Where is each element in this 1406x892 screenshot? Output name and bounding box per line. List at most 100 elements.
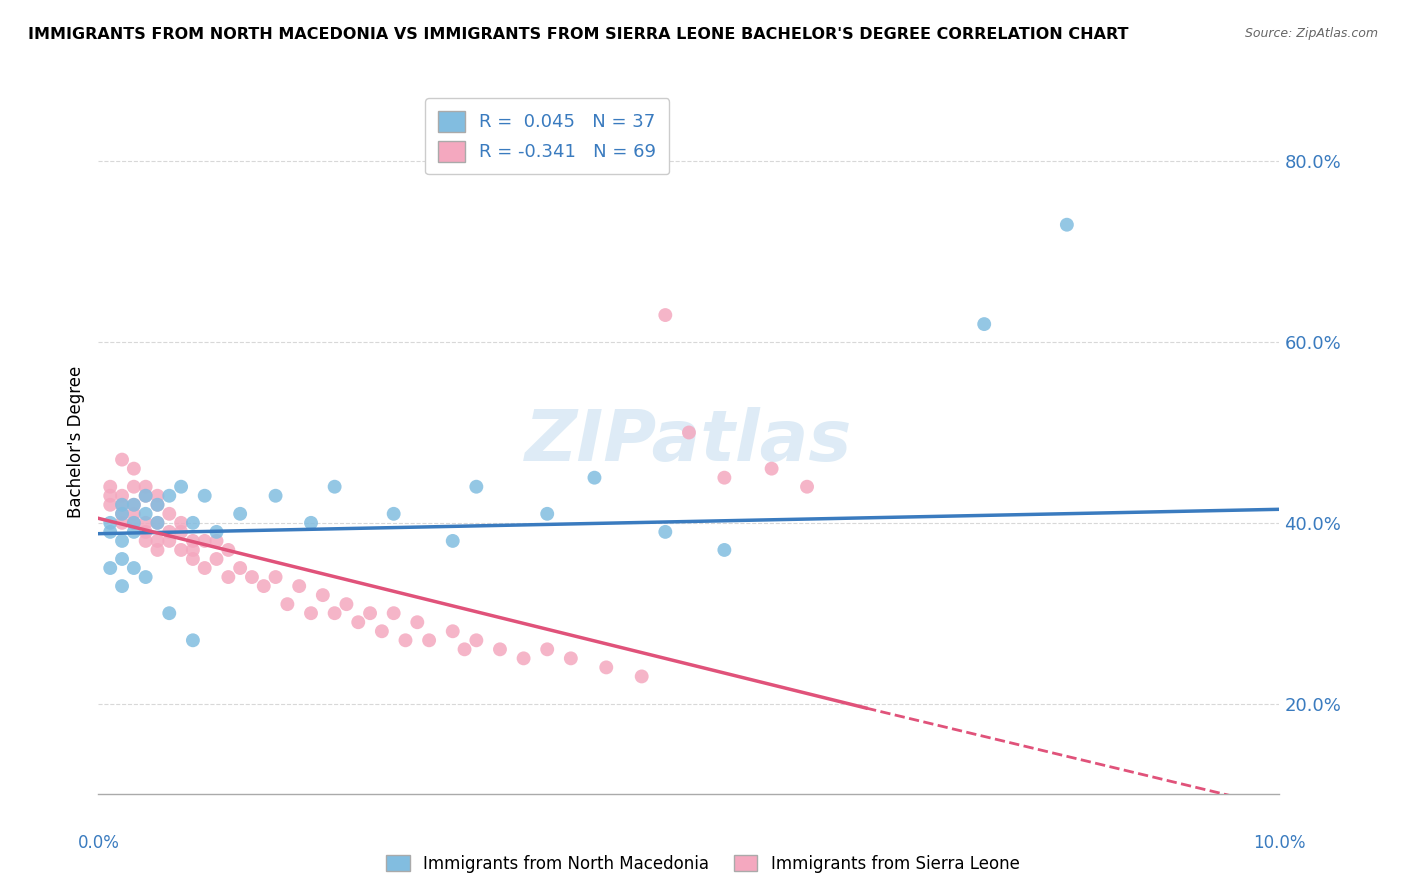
Text: 0.0%: 0.0%: [77, 834, 120, 852]
Point: [181, 552, 204, 566]
Legend: Immigrants from North Macedonia, Immigrants from Sierra Leone: Immigrants from North Macedonia, Immigra…: [380, 848, 1026, 880]
Point: [122, 480, 145, 494]
Point: [489, 642, 512, 657]
Point: [146, 498, 169, 512]
Point: [146, 543, 169, 558]
Point: [205, 533, 228, 548]
Point: [135, 533, 157, 548]
Point: [157, 507, 180, 521]
Point: [157, 524, 180, 539]
Point: [264, 570, 287, 584]
Point: [170, 480, 193, 494]
Point: [181, 543, 204, 558]
Point: [146, 516, 169, 530]
Point: [299, 606, 322, 620]
Point: [205, 524, 228, 539]
Point: [560, 651, 582, 665]
Point: [146, 489, 169, 503]
Point: [323, 480, 346, 494]
Point: [1056, 218, 1078, 232]
Point: [111, 552, 134, 566]
Point: [111, 516, 134, 530]
Text: IMMIGRANTS FROM NORTH MACEDONIA VS IMMIGRANTS FROM SIERRA LEONE BACHELOR'S DEGRE: IMMIGRANTS FROM NORTH MACEDONIA VS IMMIG…: [28, 27, 1129, 42]
Point: [98, 480, 121, 494]
Point: [205, 552, 228, 566]
Point: [465, 633, 488, 648]
Text: Source: ZipAtlas.com: Source: ZipAtlas.com: [1244, 27, 1378, 40]
Point: [111, 498, 134, 512]
Point: [678, 425, 700, 440]
Point: [146, 516, 169, 530]
Point: [122, 516, 145, 530]
Point: [98, 498, 121, 512]
Text: 10.0%: 10.0%: [1253, 834, 1306, 852]
Point: [371, 624, 394, 639]
Point: [122, 498, 145, 512]
Point: [98, 561, 121, 575]
Point: [170, 543, 193, 558]
Point: [98, 524, 121, 539]
Point: [170, 516, 193, 530]
Point: [122, 461, 145, 475]
Point: [194, 533, 217, 548]
Point: [583, 471, 606, 485]
Point: [335, 597, 357, 611]
Point: [122, 524, 145, 539]
Point: [135, 480, 157, 494]
Point: [240, 570, 263, 584]
Point: [111, 533, 134, 548]
Point: [713, 471, 735, 485]
Point: [406, 615, 429, 630]
Point: [135, 489, 157, 503]
Point: [229, 561, 252, 575]
Point: [713, 543, 735, 558]
Point: [135, 524, 157, 539]
Point: [122, 507, 145, 521]
Point: [229, 507, 252, 521]
Point: [288, 579, 311, 593]
Y-axis label: Bachelor's Degree: Bachelor's Degree: [66, 366, 84, 517]
Point: [347, 615, 370, 630]
Point: [394, 633, 416, 648]
Point: [536, 507, 558, 521]
Point: [111, 498, 134, 512]
Point: [973, 317, 995, 331]
Point: [465, 480, 488, 494]
Point: [253, 579, 276, 593]
Point: [217, 543, 239, 558]
Point: [595, 660, 617, 674]
Point: [630, 669, 652, 683]
Point: [796, 480, 818, 494]
Legend: R =  0.045   N = 37, R = -0.341   N = 69: R = 0.045 N = 37, R = -0.341 N = 69: [425, 98, 669, 174]
Point: [111, 507, 134, 521]
Point: [98, 489, 121, 503]
Point: [146, 533, 169, 548]
Point: [418, 633, 440, 648]
Point: [111, 452, 134, 467]
Point: [441, 624, 464, 639]
Point: [157, 489, 180, 503]
Point: [441, 533, 464, 548]
Point: [98, 516, 121, 530]
Point: [111, 489, 134, 503]
Point: [170, 524, 193, 539]
Point: [276, 597, 298, 611]
Point: [111, 507, 134, 521]
Point: [323, 606, 346, 620]
Point: [194, 561, 217, 575]
Point: [157, 606, 180, 620]
Point: [761, 461, 783, 475]
Point: [453, 642, 475, 657]
Point: [194, 489, 217, 503]
Point: [122, 498, 145, 512]
Point: [122, 561, 145, 575]
Point: [146, 498, 169, 512]
Point: [512, 651, 534, 665]
Point: [135, 489, 157, 503]
Point: [654, 524, 676, 539]
Point: [135, 507, 157, 521]
Point: [122, 516, 145, 530]
Point: [382, 606, 405, 620]
Point: [217, 570, 239, 584]
Point: [359, 606, 381, 620]
